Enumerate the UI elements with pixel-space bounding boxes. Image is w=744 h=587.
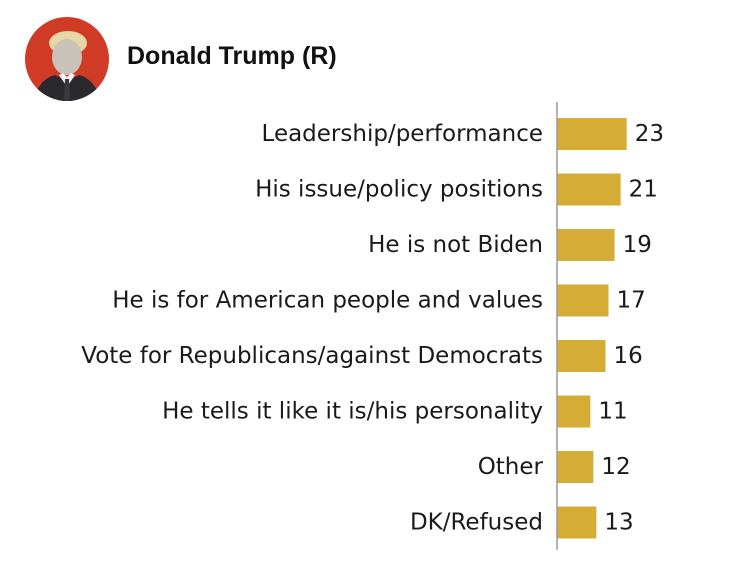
bar <box>557 229 615 261</box>
category-label: His issue/policy positions <box>255 177 543 203</box>
category-label: Vote for Republicans/against Democrats <box>81 343 543 369</box>
candidate-name: Donald Trump (R) <box>127 41 337 70</box>
bar <box>557 451 594 483</box>
avatar <box>25 17 109 101</box>
bar <box>557 340 606 372</box>
value-label: 16 <box>613 343 642 369</box>
value-label: 21 <box>629 177 658 203</box>
category-label: He tells it like it is/his personality <box>162 399 543 425</box>
bar <box>557 173 621 206</box>
category-label: He is for American people and values <box>112 288 543 314</box>
value-label: 13 <box>604 510 633 536</box>
value-label: 17 <box>617 288 646 314</box>
bar <box>557 506 597 539</box>
category-label: Other <box>478 454 544 480</box>
candidate-header: Donald Trump (R) <box>25 14 337 104</box>
value-label: 12 <box>601 454 630 480</box>
bar <box>557 118 627 150</box>
value-label: 19 <box>623 232 652 258</box>
category-label: He is not Biden <box>368 232 543 258</box>
value-label: 11 <box>598 399 627 425</box>
value-label: 23 <box>635 121 664 147</box>
bar <box>557 284 609 317</box>
category-label: Leadership/performance <box>262 121 543 147</box>
category-label: DK/Refused <box>410 510 543 536</box>
bar <box>557 395 591 428</box>
